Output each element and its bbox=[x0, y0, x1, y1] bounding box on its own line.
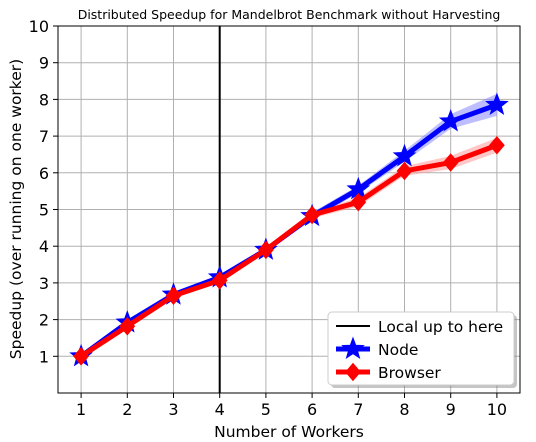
y-tick-label: 7 bbox=[39, 127, 49, 146]
x-tick-label: 5 bbox=[261, 400, 271, 419]
browser-line bbox=[79, 142, 498, 359]
x-tick-label: 10 bbox=[487, 400, 507, 419]
series-lines bbox=[69, 92, 509, 367]
browser-point bbox=[119, 316, 136, 336]
legend-node-marker bbox=[341, 336, 365, 360]
x-tick-label: 3 bbox=[168, 400, 178, 419]
legend-label: Local up to here bbox=[378, 318, 503, 336]
y-tick-label: 6 bbox=[39, 164, 49, 183]
browser-point bbox=[73, 347, 89, 366]
x-tick-label: 8 bbox=[399, 400, 409, 419]
legend-browser-marker bbox=[345, 362, 361, 382]
node-point bbox=[392, 143, 417, 167]
browser-point bbox=[350, 192, 367, 212]
y-axis-label: Speedup (over running on one worker) bbox=[7, 59, 25, 359]
browser-point bbox=[211, 271, 228, 290]
y-tick-label: 5 bbox=[39, 201, 49, 220]
x-tick-label: 2 bbox=[122, 400, 132, 419]
x-tick-label: 6 bbox=[307, 400, 317, 419]
node-point bbox=[438, 108, 463, 132]
y-tick-label: 10 bbox=[29, 17, 49, 36]
legend-label: Node bbox=[378, 341, 418, 359]
x-tick-label: 7 bbox=[353, 400, 363, 419]
legend-label: Browser bbox=[378, 364, 441, 382]
x-axis-label: Number of Workers bbox=[214, 423, 364, 441]
chart-title: Distributed Speedup for Mandelbrot Bench… bbox=[78, 7, 501, 22]
legend: Local up to here Node Browser bbox=[327, 311, 517, 388]
browser-point bbox=[396, 161, 413, 181]
legend-box bbox=[327, 311, 515, 386]
x-tick-label: 9 bbox=[446, 400, 456, 419]
node-point bbox=[485, 92, 509, 115]
y-tick-label: 2 bbox=[39, 311, 49, 330]
browser-point bbox=[165, 286, 182, 306]
y-tick-label: 8 bbox=[39, 90, 49, 109]
browser-point bbox=[258, 240, 274, 260]
y-tick-label: 3 bbox=[39, 274, 49, 293]
browser-point bbox=[489, 136, 505, 155]
tick-labels: 1 2 3 4 5 6 7 8 9 10 1 2 3 4 5 6 7 8 9 10 bbox=[29, 17, 507, 419]
y-tick-label: 9 bbox=[39, 54, 49, 73]
x-tick-label: 1 bbox=[76, 400, 86, 419]
x-tick-label: 4 bbox=[215, 400, 225, 419]
y-tick-label: 4 bbox=[39, 237, 49, 256]
browser-point bbox=[442, 153, 459, 172]
browser-point bbox=[304, 205, 320, 225]
y-tick-label: 1 bbox=[39, 347, 49, 366]
